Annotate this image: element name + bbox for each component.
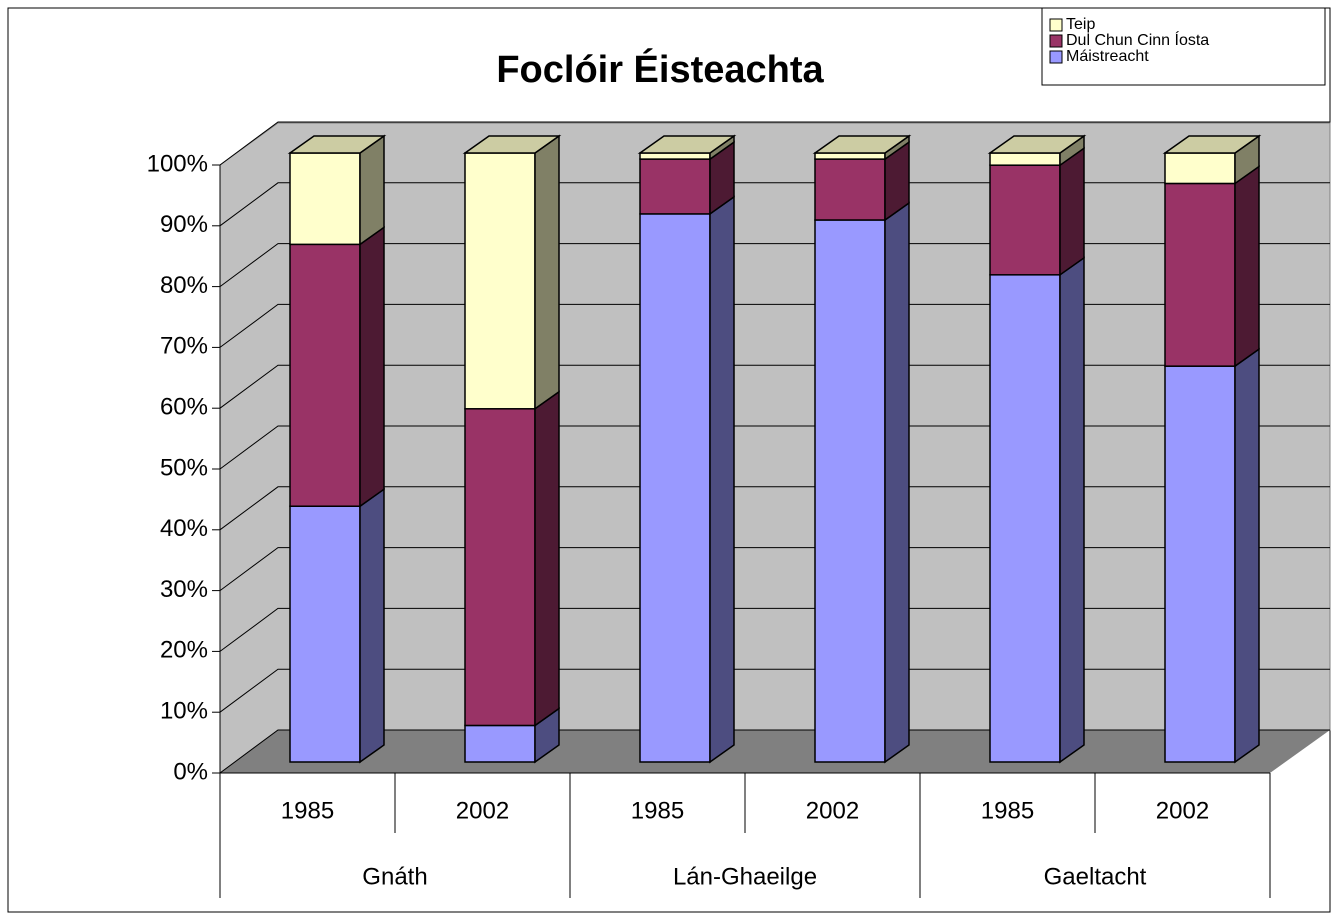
y-tick-label: 90%: [160, 211, 208, 238]
bar-front: [289, 152, 361, 246]
bar-side: [1234, 164, 1260, 368]
bar-top: [637, 135, 737, 154]
grid-line: [219, 425, 1330, 470]
bar-front: [639, 158, 711, 215]
bar-top: [1162, 135, 1262, 154]
bar-front: [464, 152, 536, 410]
bar-front: [814, 158, 886, 221]
floor: [220, 730, 1330, 773]
grid-line: [219, 668, 1330, 713]
x-tick-label: 2002: [806, 797, 859, 824]
bar-side: [359, 225, 385, 508]
grid-line: [219, 607, 1330, 652]
bar-top: [462, 135, 562, 154]
x-tick-label: 1985: [981, 797, 1034, 824]
group-label: Gnáth: [362, 863, 427, 890]
y-tick-label: 30%: [160, 576, 208, 603]
y-tick-label: 60%: [160, 394, 208, 421]
grid-line: [219, 729, 1330, 774]
bar-front: [1164, 365, 1236, 763]
legend-swatch: [1049, 50, 1063, 64]
bar-side: [709, 195, 735, 764]
grid-line: [219, 547, 1330, 592]
legend-label: Dul Chun Cinn Íosta: [1066, 30, 1209, 49]
bar-front: [289, 505, 361, 763]
x-tick-label: 1985: [281, 797, 334, 824]
grid-line: [219, 182, 1330, 227]
bar-front: [639, 152, 711, 160]
x-tick-label: 1985: [631, 797, 684, 824]
grid-line: [219, 243, 1330, 288]
bar-front: [1164, 182, 1236, 367]
y-tick-label: 100%: [147, 150, 208, 177]
bar-front: [464, 408, 536, 727]
bar-front: [289, 243, 361, 507]
bar-side: [1059, 256, 1085, 764]
grid-line: [219, 486, 1330, 531]
group-label: Lán-Ghaeilge: [673, 863, 817, 890]
bar-top: [812, 135, 912, 154]
y-tick-label: 0%: [173, 758, 208, 785]
bar-front: [1164, 152, 1236, 185]
grid-line: [219, 303, 1330, 348]
bar-top: [987, 135, 1087, 154]
legend-swatch: [1049, 18, 1063, 32]
y-tick-label: 70%: [160, 333, 208, 360]
bar-side: [884, 201, 910, 764]
bar-front: [464, 724, 536, 763]
y-tick-label: 10%: [160, 698, 208, 725]
y-tick-label: 40%: [160, 515, 208, 542]
y-tick-label: 80%: [160, 272, 208, 299]
chart-title: Foclóir Éisteachta: [496, 47, 824, 91]
y-tick-label: 20%: [160, 637, 208, 664]
bar-side: [534, 390, 560, 727]
bar-top: [287, 135, 387, 154]
bar-side: [534, 134, 560, 411]
bar-side: [359, 134, 385, 246]
bar-front: [989, 274, 1061, 763]
legend-swatch: [1049, 34, 1063, 48]
x-tick-label: 2002: [1156, 797, 1209, 824]
y-tick-label: 50%: [160, 454, 208, 481]
bar-side: [1234, 347, 1260, 764]
x-tick-label: 2002: [456, 797, 509, 824]
back-wall: [219, 122, 1331, 774]
grid-line: [219, 121, 1330, 166]
legend-label: Máistreacht: [1066, 48, 1149, 65]
group-label: Gaeltacht: [1044, 863, 1147, 890]
bar-front: [814, 219, 886, 763]
bar-side: [359, 487, 385, 764]
bar-front: [639, 213, 711, 763]
grid-line: [219, 364, 1330, 409]
legend-box: [1041, 7, 1326, 86]
legend-label: Teip: [1066, 16, 1095, 33]
bar-front: [989, 164, 1061, 276]
bar-front: [989, 152, 1061, 166]
bar-side: [1059, 146, 1085, 277]
bar-front: [814, 152, 886, 160]
